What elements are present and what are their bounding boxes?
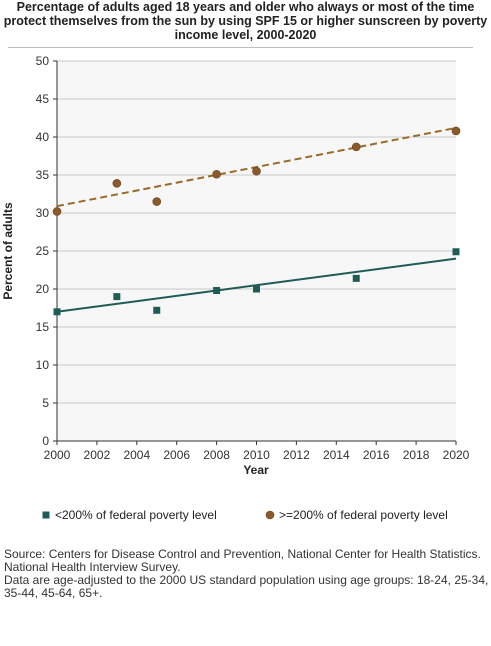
y-tick-label: 10 (36, 358, 50, 372)
legend-swatch-circle (265, 510, 275, 520)
y-tick-label: 35 (36, 168, 50, 182)
data-point-circle (52, 207, 62, 216)
y-axis-label: Percent of adults (1, 202, 15, 300)
y-tick-label: 40 (36, 130, 50, 144)
x-axis-label: Year (243, 463, 269, 477)
gridlines (57, 60, 456, 404)
legend-label: <200% of federal poverty level (55, 508, 217, 522)
y-tick-label: 20 (36, 282, 50, 296)
x-tick-label: 2004 (123, 448, 150, 462)
data-point-square (113, 293, 121, 301)
trend-line (56, 257, 457, 313)
legend-swatch-square (42, 511, 50, 519)
legend: <200% of federal poverty level >=200% of … (42, 508, 448, 522)
source-line-4: 35-44, 45-64, 65+. (4, 586, 103, 600)
data-point-circle (152, 197, 162, 206)
y-tick-label: 30 (36, 206, 50, 220)
source-line-3: Data are age-adjusted to the 2000 US sta… (4, 573, 489, 587)
source-line-2: National Health Interview Survey. (4, 560, 181, 574)
x-tick-labels: 2000 2002 2004 2006 2008 2010 2012 2014 2016 2018… (44, 448, 470, 462)
y-tick-label: 45 (36, 92, 50, 106)
x-tick-label: 2014 (323, 448, 350, 462)
x-tick-label: 2006 (163, 448, 190, 462)
y-tick-label: 5 (42, 396, 49, 410)
axes (53, 60, 457, 445)
x-tick-label: 2010 (243, 448, 270, 462)
y-tick-label: 0 (42, 434, 49, 448)
data-point-square (452, 248, 460, 256)
data-point-square (352, 274, 360, 282)
x-tick-label: 2020 (443, 448, 470, 462)
data-point-square (153, 306, 161, 314)
data-point-circle (112, 179, 122, 188)
data-point-square (213, 287, 221, 295)
data-point-circle (451, 126, 461, 136)
data-point-circle (212, 169, 221, 179)
x-tick-label: 2016 (363, 448, 390, 462)
source-note: Source: Centers for Disease Control and … (4, 548, 489, 600)
x-tick-label: 2012 (283, 448, 310, 462)
x-tick-label: 2018 (403, 448, 430, 462)
data-point-circle (351, 142, 361, 152)
x-tick-label: 2002 (84, 448, 111, 462)
x-tick-label: 2000 (44, 448, 71, 462)
y-tick-label: 15 (36, 320, 50, 334)
x-tick-label: 2008 (203, 448, 230, 462)
data-point-square (53, 308, 61, 316)
y-tick-label: 50 (36, 54, 50, 68)
y-tick-labels: 0 5 10 15 20 25 30 35 40 45 50 (36, 54, 50, 448)
data-points (52, 126, 461, 316)
title-divider (8, 47, 473, 48)
legend-label: >=200% of federal poverty level (279, 508, 448, 522)
y-tick-label: 25 (36, 244, 50, 258)
chart-title: Percentage of adults aged 18 years and o… (3, 0, 488, 42)
data-point-circle (252, 166, 261, 176)
data-point-square (253, 285, 260, 293)
source-line-1: Source: Centers for Disease Control and … (4, 547, 481, 561)
